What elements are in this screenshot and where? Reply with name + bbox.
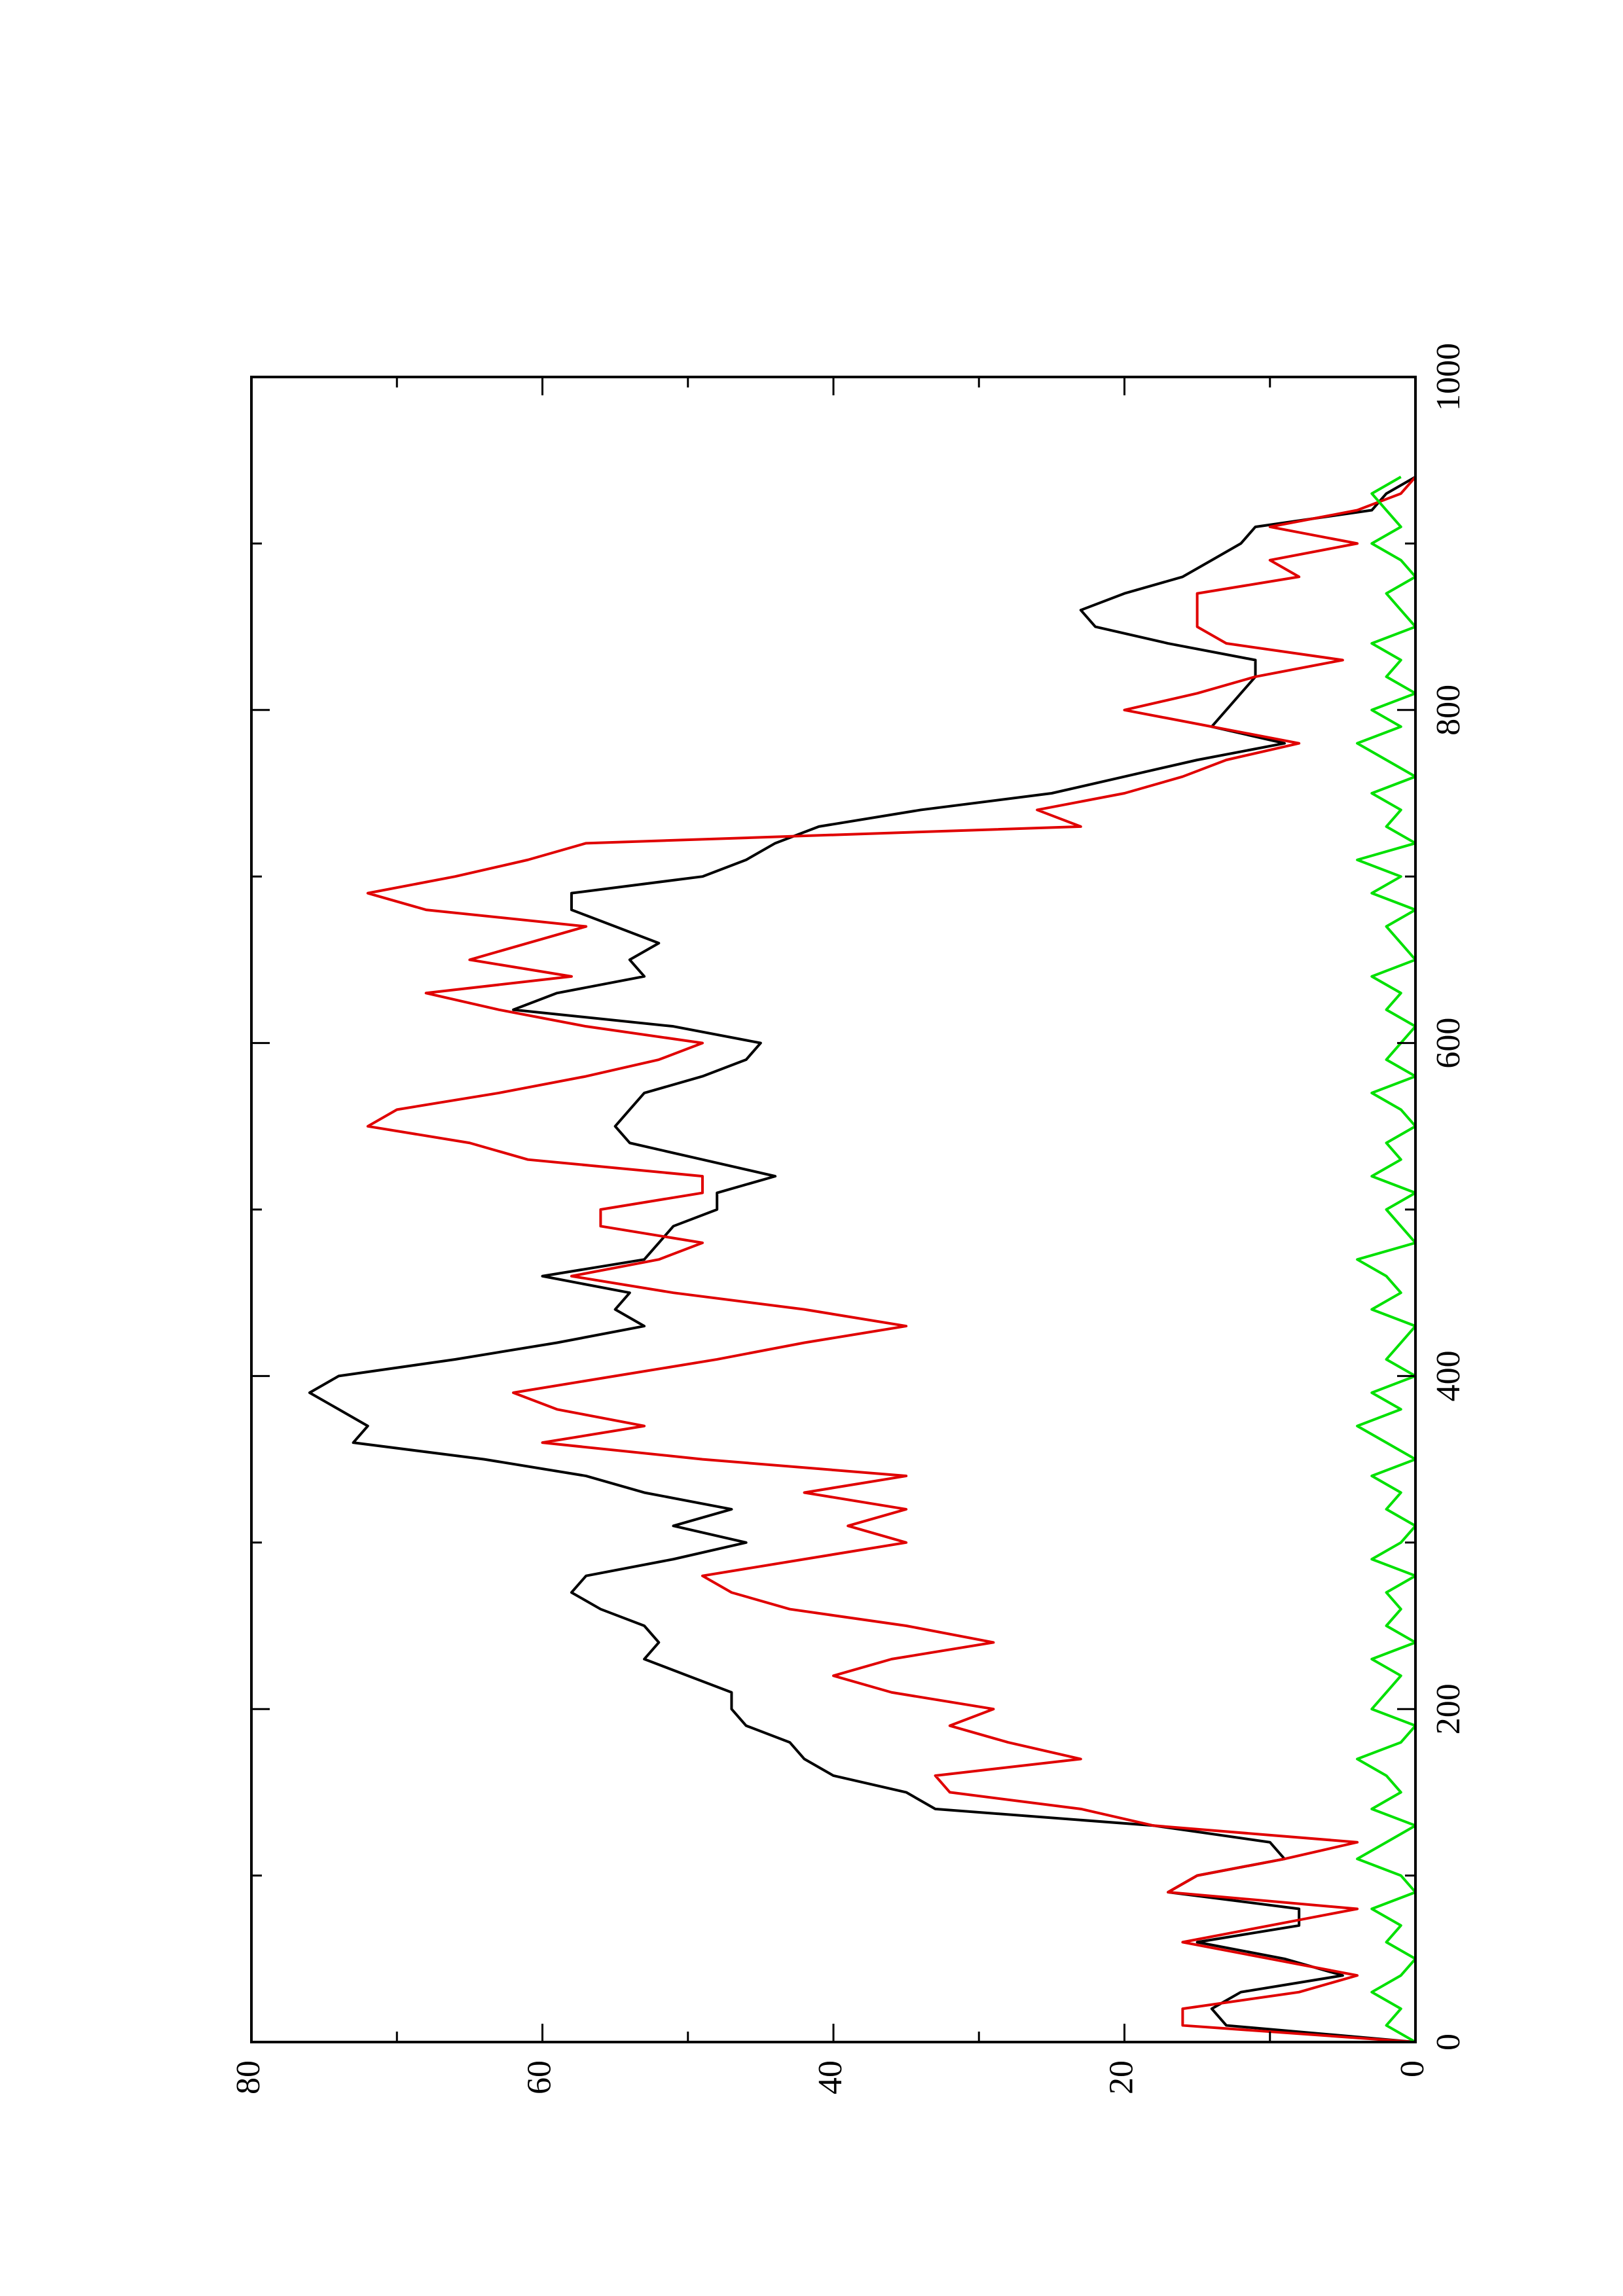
x-tick-label: 0 [1430, 2034, 1467, 2051]
x-tick-label: 1000 [1430, 343, 1467, 411]
y-tick-label: 20 [1103, 2060, 1140, 2094]
data-line [1356, 475, 1417, 2043]
data-line [308, 475, 1416, 2043]
plot-area: 0 200 400 600 800 1000 0 20 40 60 80 [230, 343, 1467, 2094]
x-tick-label: 600 [1430, 1018, 1467, 1069]
x-tick-label: 400 [1430, 1350, 1467, 1401]
y-tick-label: 40 [812, 2060, 849, 2094]
x-tick-label: 200 [1430, 1683, 1467, 1734]
y-tick-label: 60 [520, 2060, 558, 2094]
plot-frame [250, 376, 1417, 2043]
x-tick-label: 800 [1430, 685, 1467, 736]
y-tick-label: 80 [230, 2060, 267, 2094]
y-tick-label: 0 [1394, 2060, 1431, 2077]
data-line [366, 476, 1417, 2043]
